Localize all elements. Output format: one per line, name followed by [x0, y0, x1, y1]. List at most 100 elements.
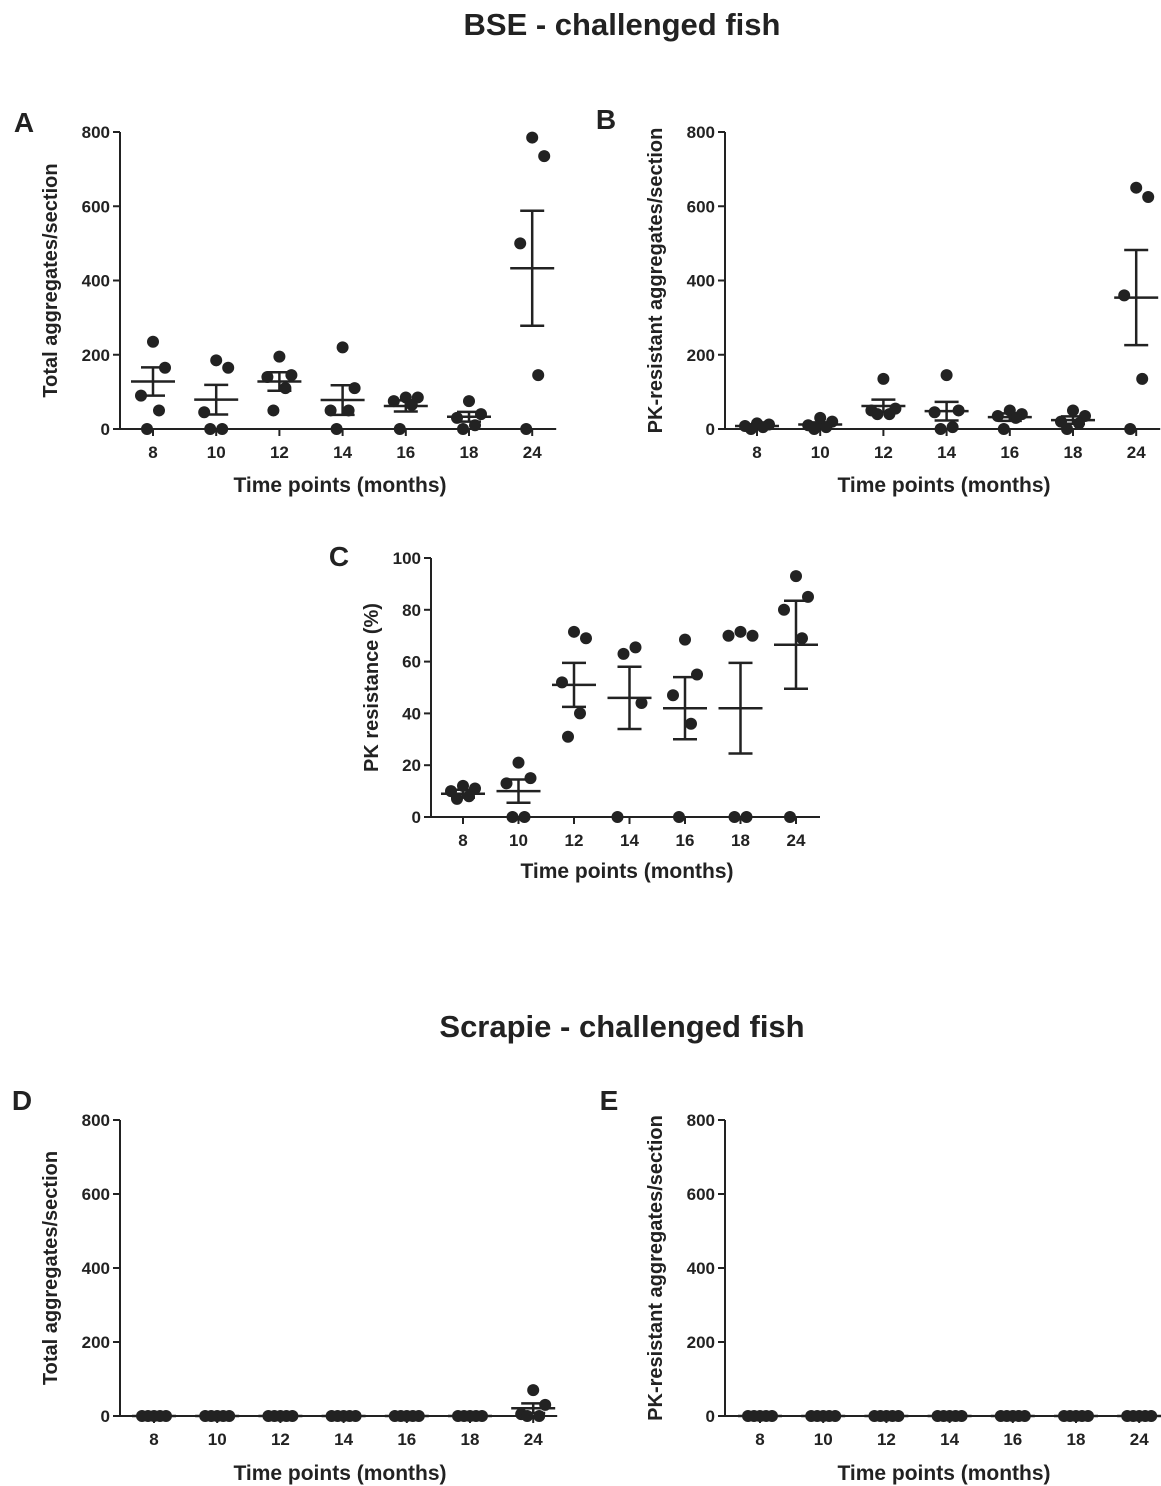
panel-e-x-tick-label: 10	[814, 1430, 833, 1449]
panel-b-data-point	[871, 408, 884, 421]
panel-e-x-tick-label: 18	[1067, 1430, 1086, 1449]
panel-d-y-tick-label: 800	[82, 1111, 110, 1130]
panel-e-letter: E	[600, 1085, 619, 1116]
panel-a-data-point	[261, 371, 274, 384]
panel-d-x-tick-label: 16	[397, 1430, 416, 1449]
panel-c-data-point	[562, 730, 574, 743]
panel-b-data-point	[934, 423, 947, 435]
panel-b-y-tick-label: 800	[687, 123, 715, 142]
panel-d-letter: D	[12, 1085, 32, 1116]
panel-c-data-point	[506, 811, 519, 823]
panel-a-x-tick-label: 16	[396, 443, 415, 462]
panel-a-data-point	[393, 423, 406, 435]
panel-a-data-point	[216, 423, 229, 435]
panel-d: D 0 200 400 600 800 8 10 12 14 16 18 24 Time points (…	[12, 1085, 558, 1485]
panel-d-x-tick-label: 8	[149, 1430, 158, 1449]
panel-b-x-tick-label: 16	[1000, 443, 1019, 462]
panel-a-data-point	[514, 237, 527, 250]
panel-b-y-tick-label: 600	[687, 197, 715, 216]
panel-a-data-point	[147, 335, 159, 348]
panel-c-data-point	[722, 629, 735, 642]
panel-b-x-tick-label: 14	[937, 443, 956, 462]
panel-b-data-point	[883, 408, 896, 421]
panel-b-x-tick-label: 8	[752, 443, 761, 462]
panel-a-data-point	[210, 354, 223, 367]
panel-b-data-point	[940, 369, 953, 382]
panel-a-data-point	[336, 341, 349, 354]
panel-c-y-axis-title: PK resistance (%)	[361, 603, 383, 772]
panel-c-data-point	[685, 717, 697, 730]
panel-c-data-point	[580, 632, 592, 645]
panel-b-letter: B	[596, 104, 616, 135]
panel-e: E 0 200 400 600 800 8 10 12 14 16 18 24 Time points (…	[600, 1085, 1161, 1485]
panel-a-y-tick-label: 400	[82, 272, 110, 291]
panel-a-data-point	[273, 350, 286, 363]
panel-e-x-tick-label: 8	[755, 1430, 764, 1449]
panel-e-y-tick-label: 600	[687, 1185, 715, 1204]
panel-e-x-tick-label: 16	[1003, 1430, 1022, 1449]
panel-c-y-tick-label: 80	[402, 601, 421, 620]
panel-d-x-tick-label: 18	[461, 1430, 480, 1449]
panel-b-y-axis-title: PK-resistant aggregates/section	[645, 128, 667, 434]
panel-c-data-point	[568, 625, 580, 638]
panel-c-x-axis-title: Time points (months)	[520, 860, 733, 883]
panel-a-data-point	[342, 404, 355, 417]
panel-c-data-point	[796, 632, 808, 645]
panel-b-x-axis-title: Time points (months)	[837, 474, 1050, 497]
panel-c-data-point	[790, 570, 802, 583]
panel-b-y-tick-label: 400	[687, 272, 715, 291]
panel-d-y-axis-title: Total aggregates/section	[40, 1151, 62, 1385]
panel-c-x-tick-label: 8	[458, 831, 467, 850]
panel-b-x-tick-label: 10	[811, 443, 830, 462]
panel-b-x-tick-label: 18	[1064, 443, 1083, 462]
panel-a-y-tick-label: 800	[82, 123, 110, 142]
panel-e-x-tick-label: 14	[940, 1430, 959, 1449]
panel-d-x-tick-label: 10	[208, 1430, 227, 1449]
panel-c-x-tick-label: 16	[676, 831, 695, 850]
panel-a-x-axis-title: Time points (months)	[233, 474, 446, 497]
panel-b-data-point	[814, 411, 827, 424]
panel-a-data-point	[538, 150, 551, 163]
panel-a-data-point	[475, 408, 487, 421]
panel-e-y-tick-label: 800	[687, 1111, 715, 1130]
panel-c-data-point	[784, 811, 796, 823]
panel-c-data-point	[673, 811, 685, 823]
panel-c-y-tick-label: 20	[402, 756, 421, 775]
panel-c-data-point	[778, 603, 790, 616]
panel-a-data-point	[267, 404, 280, 417]
panel-a-x-tick-label: 24	[523, 443, 542, 462]
panel-c-y-tick-label: 0	[412, 808, 421, 827]
panel-c-y-tick-label: 100	[393, 549, 421, 568]
panel-c-data-point	[746, 629, 759, 642]
panel-c-data-point	[451, 792, 463, 805]
panel-d-y-tick-label: 0	[101, 1407, 110, 1426]
panel-a-data-point	[463, 395, 475, 408]
panel-d-x-tick-label: 14	[334, 1430, 353, 1449]
panel-c-data-point	[629, 641, 642, 654]
panel-c-x-tick-label: 14	[620, 831, 639, 850]
panel-d-y-tick-label: 400	[82, 1259, 110, 1278]
panel-b-data-point	[1136, 372, 1149, 385]
panel-a-x-tick-label: 8	[148, 443, 157, 462]
panel-a-data-point	[204, 423, 217, 435]
panel-c-data-point	[617, 647, 630, 660]
panel-a-data-point	[526, 131, 539, 144]
panel-c-data-point	[524, 772, 537, 785]
panel-a-data-point	[153, 404, 165, 417]
panel-e-x-tick-label: 24	[1130, 1430, 1149, 1449]
panel-a-data-point	[141, 423, 153, 435]
panel-b-data-point	[946, 421, 959, 434]
panel-c-data-point	[556, 676, 568, 689]
panel-a-data-point	[457, 423, 469, 435]
panel-b-data-point	[1124, 423, 1137, 435]
panel-a-x-tick-label: 18	[460, 443, 479, 462]
panel-a-y-tick-label: 600	[82, 197, 110, 216]
panel-e-x-axis-title: Time points (months)	[837, 1462, 1050, 1485]
panel-a-data-point	[279, 382, 292, 395]
panel-c-data-point	[512, 756, 525, 769]
panel-c-data-point	[667, 689, 679, 702]
panel-c-data-point	[679, 633, 691, 646]
panel-c-x-tick-label: 12	[565, 831, 584, 850]
panel-b-data-point	[1118, 289, 1131, 302]
